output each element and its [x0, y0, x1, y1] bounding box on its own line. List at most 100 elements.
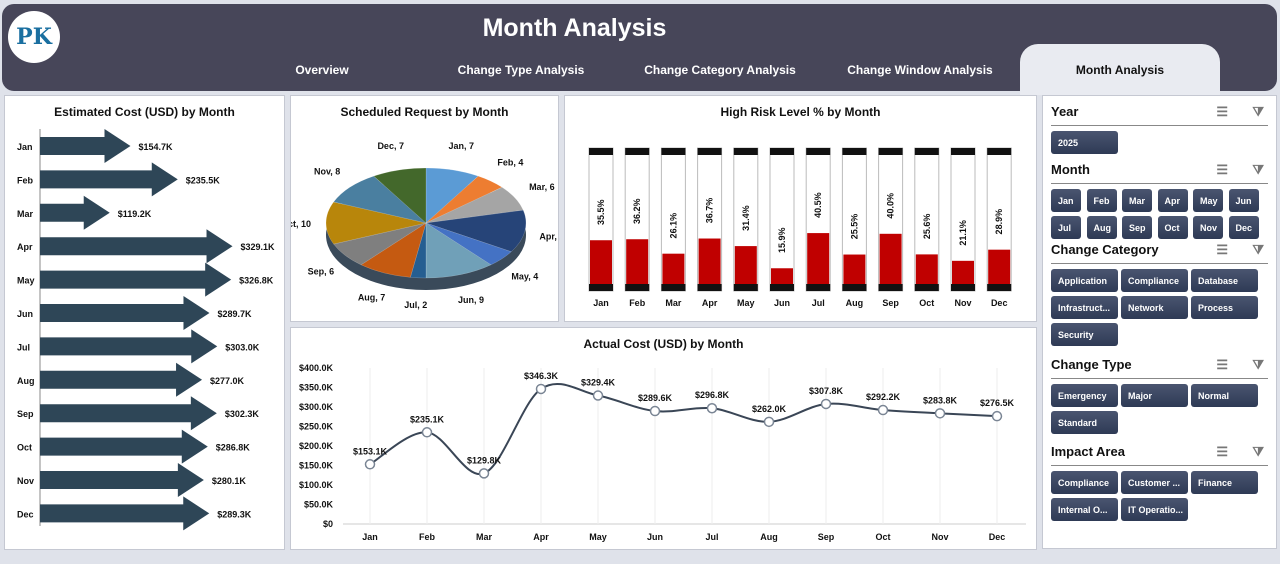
category-label: Mar [17, 209, 34, 219]
arrow-bar [40, 362, 203, 397]
slicer-button[interactable]: Database [1191, 269, 1258, 292]
clear-filter-icon[interactable]: ⧩ [1252, 357, 1264, 372]
slicer-button[interactable]: Standard [1051, 411, 1118, 434]
series-line [369, 383, 998, 476]
slicer-button[interactable]: Sep [1122, 216, 1152, 239]
slicer-button[interactable]: Infrastruct... [1051, 296, 1118, 319]
arrow-bar [40, 162, 178, 197]
data-label: 25.5% [849, 214, 859, 240]
tab-change-window-analysis[interactable]: Change Window Analysis [847, 63, 993, 77]
data-label: $286.8K [216, 443, 251, 453]
data-point [478, 468, 490, 479]
slicer-button[interactable]: Feb [1086, 189, 1117, 212]
tab-month-analysis[interactable]: Month Analysis [1020, 44, 1220, 95]
slicer-button[interactable]: Mar [1122, 189, 1152, 212]
slicer-title: Year [1051, 104, 1079, 119]
x-tick-label: Apr [533, 532, 549, 542]
slicer-button[interactable]: Finance [1191, 471, 1258, 494]
data-label: $303.0K [225, 342, 260, 352]
slicer-button[interactable]: Security [1051, 323, 1118, 346]
slicer-button[interactable]: Internal O... [1051, 498, 1118, 521]
clear-filter-icon[interactable]: ⧩ [1252, 242, 1264, 257]
clear-filter-icon[interactable]: ⧩ [1252, 444, 1264, 459]
data-point [991, 410, 1003, 422]
category-label: Jul [812, 298, 825, 308]
data-point [364, 459, 376, 470]
risk-bar [915, 254, 938, 284]
category-label: Mar [665, 298, 682, 308]
slicer-button[interactable]: Apr [1157, 189, 1188, 212]
pie-slice [325, 201, 427, 245]
slicer-button[interactable]: May [1193, 189, 1223, 212]
arrow-bar [40, 463, 204, 497]
slicer-button[interactable]: Nov [1193, 216, 1223, 239]
tab-change-type-analysis[interactable]: Change Type Analysis [457, 63, 585, 77]
slicer-button[interactable]: Customer ... [1121, 471, 1188, 494]
clear-filter-icon[interactable]: ⧩ [1252, 162, 1264, 177]
slicer-button[interactable]: Emergency [1051, 384, 1118, 407]
arrow-bar [40, 396, 217, 431]
category-label: Sep [17, 409, 34, 419]
page-title: Month Analysis [482, 14, 667, 42]
slicer-button[interactable]: IT Operatio... [1121, 498, 1188, 521]
risk-bar [843, 254, 866, 284]
data-point [934, 408, 946, 419]
slicer-button[interactable]: 2025 [1051, 131, 1118, 154]
header: PK Month Analysis Overview Change Type A… [2, 4, 1277, 95]
risk-bar [988, 249, 1011, 284]
multi-select-icon[interactable]: ☰ [1216, 104, 1228, 119]
slicer-button[interactable]: Compliance [1121, 269, 1188, 292]
slicer-button[interactable]: Compliance [1051, 471, 1118, 494]
slicer-button[interactable]: Network [1121, 296, 1188, 319]
multi-select-icon[interactable]: ☰ [1216, 357, 1228, 372]
arrow-bar [40, 296, 210, 330]
scheduled-request-panel: Scheduled Request by Month Jan, 7 Feb, 4 M… [290, 95, 560, 322]
slicer-button[interactable]: Jul [1051, 216, 1081, 239]
slice-label: Sep, 6 [308, 267, 335, 277]
category-label: Dec [17, 509, 34, 519]
risk-bar [771, 268, 793, 284]
risk-bar [879, 233, 902, 284]
data-label: $329.1K [241, 242, 276, 252]
category-label: Apr [702, 298, 718, 308]
column-cap [589, 148, 613, 155]
tab-overview[interactable]: Overview [295, 63, 349, 77]
slicer-button[interactable]: Dec [1228, 216, 1259, 239]
column-base [697, 284, 722, 291]
column-base [806, 284, 831, 291]
category-label: Feb [629, 298, 646, 308]
arrow-bar [40, 129, 131, 163]
category-label: Dec [991, 298, 1008, 308]
multi-select-icon[interactable]: ☰ [1216, 444, 1228, 459]
category-label: May [17, 276, 35, 286]
data-label: 36.7% [705, 198, 715, 224]
tab-change-category-analysis[interactable]: Change Category Analysis [644, 63, 796, 77]
slicer-button[interactable]: Oct [1157, 216, 1188, 239]
slicer-button[interactable]: Application [1051, 269, 1118, 292]
data-label: $119.2K [118, 209, 152, 219]
column-base [589, 284, 613, 291]
data-label: 21.1% [958, 220, 968, 246]
slicer-button[interactable]: Process [1191, 296, 1258, 319]
data-label: $302.3K [225, 409, 260, 419]
category-label: Jun [774, 298, 790, 308]
data-label: $283.8K [923, 395, 958, 405]
multi-select-icon[interactable]: ☰ [1216, 242, 1228, 257]
slicer-button[interactable]: Jan [1051, 189, 1081, 212]
column-cap [625, 148, 650, 155]
slicer-button[interactable]: Aug [1086, 216, 1117, 239]
data-point [763, 416, 775, 428]
actual-cost-chart: $0 $50.0K $100.0K $150.0K $200.0K $250.0K $300… [299, 363, 1026, 542]
multi-select-icon[interactable]: ☰ [1216, 162, 1228, 177]
estimated-cost-panel: Estimated Cost (USD) by Month Jan $154.7K… [4, 95, 285, 550]
data-label: $276.5K [980, 398, 1015, 408]
column-base [914, 284, 939, 291]
chart-title: High Risk Level % by Month [720, 105, 881, 119]
pie-slice [333, 175, 427, 224]
category-label: Apr [17, 242, 33, 252]
slicer-button[interactable]: Jun [1228, 189, 1259, 212]
slicer-button[interactable]: Major [1121, 384, 1188, 407]
clear-filter-icon[interactable]: ⧩ [1252, 104, 1264, 119]
slicer-button[interactable]: Normal [1191, 384, 1258, 407]
data-label: $262.0K [752, 404, 787, 414]
